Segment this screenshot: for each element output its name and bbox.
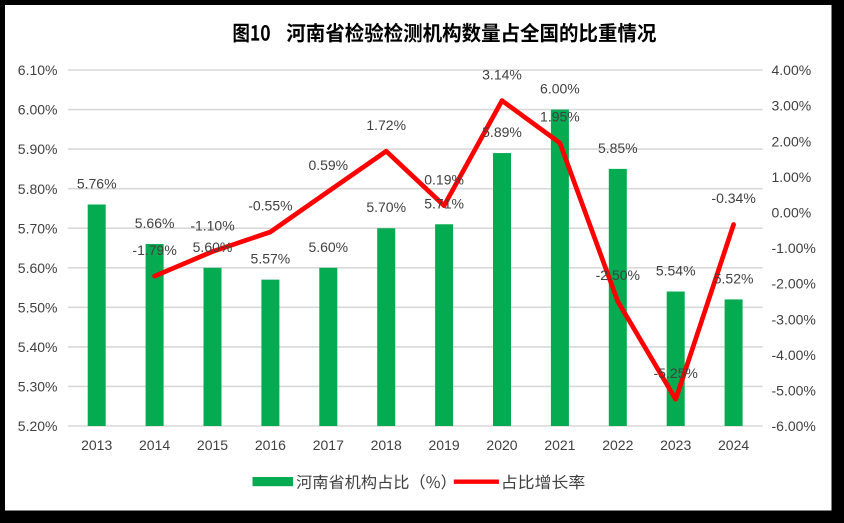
svg-text:-5.00%: -5.00% — [772, 383, 816, 399]
svg-text:5.50%: 5.50% — [18, 299, 58, 315]
svg-text:2.00%: 2.00% — [772, 133, 812, 149]
svg-text:1.00%: 1.00% — [772, 169, 812, 185]
svg-text:4.00%: 4.00% — [772, 62, 812, 78]
svg-text:-2.00%: -2.00% — [772, 276, 816, 292]
svg-text:1.72%: 1.72% — [366, 117, 406, 133]
svg-text:5.85%: 5.85% — [598, 140, 638, 156]
svg-text:2017: 2017 — [313, 437, 344, 453]
svg-text:2022: 2022 — [602, 437, 633, 453]
svg-text:5.20%: 5.20% — [18, 418, 58, 434]
svg-text:6.10%: 6.10% — [18, 62, 58, 78]
svg-text:-6.00%: -6.00% — [772, 418, 816, 434]
svg-text:5.70%: 5.70% — [366, 199, 406, 215]
svg-text:2014: 2014 — [139, 437, 170, 453]
svg-text:-4.00%: -4.00% — [772, 347, 816, 363]
svg-text:2021: 2021 — [544, 437, 575, 453]
svg-text:5.54%: 5.54% — [656, 263, 696, 279]
svg-text:2016: 2016 — [255, 437, 286, 453]
svg-text:5.30%: 5.30% — [18, 379, 58, 395]
svg-text:-0.55%: -0.55% — [248, 198, 292, 214]
svg-text:2024: 2024 — [718, 437, 749, 453]
svg-text:5.70%: 5.70% — [18, 220, 58, 236]
svg-text:6.00%: 6.00% — [18, 102, 58, 118]
svg-text:-1.00%: -1.00% — [772, 240, 816, 256]
svg-text:-3.00%: -3.00% — [772, 311, 816, 327]
svg-text:5.52%: 5.52% — [714, 270, 754, 286]
svg-text:-1.79%: -1.79% — [132, 242, 176, 258]
svg-text:2019: 2019 — [429, 437, 460, 453]
svg-text:2020: 2020 — [486, 437, 517, 453]
svg-text:3.00%: 3.00% — [772, 98, 812, 114]
svg-text:2013: 2013 — [81, 437, 112, 453]
svg-text:-1.10%: -1.10% — [190, 217, 234, 233]
svg-text:5.40%: 5.40% — [18, 339, 58, 355]
svg-text:5.60%: 5.60% — [308, 239, 348, 255]
svg-text:5.66%: 5.66% — [135, 215, 175, 231]
svg-text:5.60%: 5.60% — [193, 239, 233, 255]
svg-text:6.00%: 6.00% — [540, 81, 580, 97]
svg-text:5.60%: 5.60% — [18, 260, 58, 276]
svg-text:3.14%: 3.14% — [482, 66, 522, 82]
svg-text:0.00%: 0.00% — [772, 205, 812, 221]
svg-text:5.71%: 5.71% — [424, 195, 464, 211]
svg-text:2023: 2023 — [660, 437, 691, 453]
svg-text:2015: 2015 — [197, 437, 228, 453]
svg-text:5.89%: 5.89% — [482, 124, 522, 140]
svg-text:-0.34%: -0.34% — [711, 190, 755, 206]
svg-text:5.80%: 5.80% — [18, 181, 58, 197]
svg-text:2018: 2018 — [371, 437, 402, 453]
svg-text:5.90%: 5.90% — [18, 141, 58, 157]
svg-text:5.57%: 5.57% — [251, 251, 291, 267]
svg-text:5.76%: 5.76% — [77, 175, 117, 191]
svg-text:-5.25%: -5.25% — [654, 365, 698, 381]
svg-text:0.59%: 0.59% — [308, 157, 348, 173]
svg-text:0.19%: 0.19% — [424, 171, 464, 187]
svg-text:-2.50%: -2.50% — [596, 267, 640, 283]
svg-text:1.95%: 1.95% — [540, 109, 580, 125]
